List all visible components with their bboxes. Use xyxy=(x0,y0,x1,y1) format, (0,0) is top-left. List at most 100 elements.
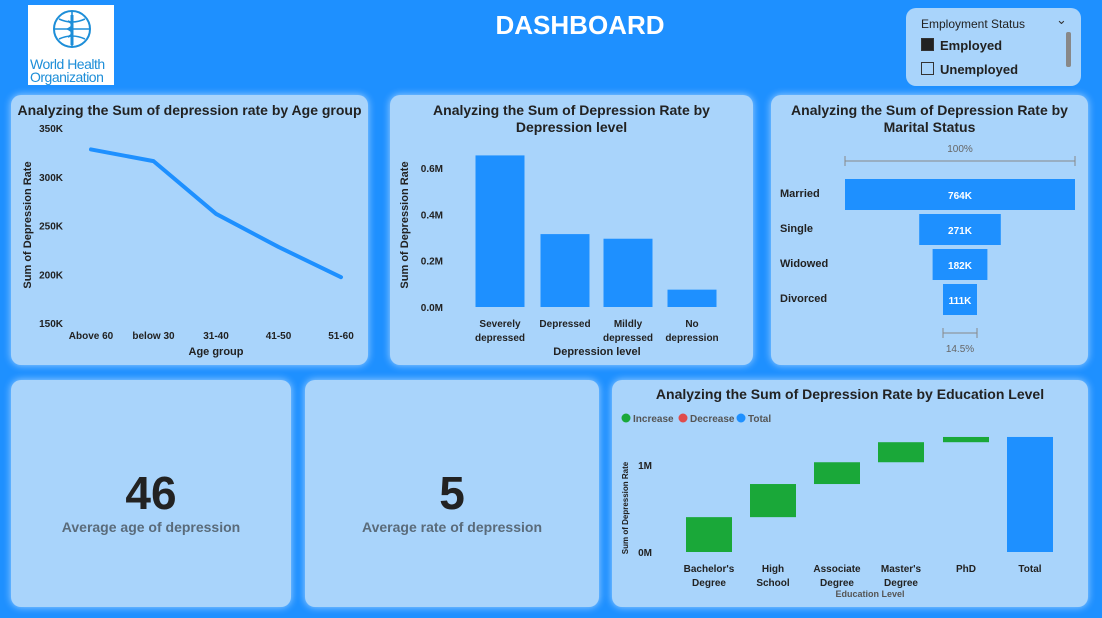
legend-marker xyxy=(678,413,688,423)
x-tick-label: Associate xyxy=(813,564,861,575)
data-label: 271K xyxy=(948,226,973,237)
data-point xyxy=(152,159,155,163)
x-tick-label: 51-60 xyxy=(328,331,354,342)
depression-level-bar-chart: 0.0M 0.2M 0.4M 0.6M Severely depressed Depress… xyxy=(399,155,719,358)
header-bar xyxy=(255,2,905,58)
age-group-line-card: Analyzing the Sum of depression rate by … xyxy=(11,95,368,365)
legend-label: Decrease xyxy=(690,414,735,425)
marital-status-funnel-card: Analyzing the Sum of Depression Rate by … xyxy=(771,95,1088,365)
waterfall-bar xyxy=(814,462,860,485)
x-tick-label: Degree xyxy=(692,578,726,589)
x-tick-label: Degree xyxy=(820,578,854,589)
bar xyxy=(603,238,653,307)
funnel-bar xyxy=(943,284,977,315)
chart-title: Analyzing the Sum of Depression Rate by … xyxy=(655,386,1045,402)
data-point xyxy=(89,147,93,151)
marital-status-funnel-chart: 100% 764K Married 271K Single 182K Widowed 111K… xyxy=(780,144,1076,355)
chart-title: Analyzing the Sum of Depression Rate by … xyxy=(433,102,710,135)
kpi-value: 5 xyxy=(439,467,465,519)
y-tick-label: 0.6M xyxy=(421,164,443,175)
x-axis-label: Depression level xyxy=(553,346,640,358)
category-label: Divorced xyxy=(780,293,827,305)
bar xyxy=(540,234,590,307)
slicer-option-label: Employed xyxy=(940,38,1003,53)
waterfall-bar xyxy=(750,484,796,518)
x-axis-label: Education Level xyxy=(835,589,904,599)
legend-label: Total xyxy=(748,414,771,425)
waterfall-bar xyxy=(878,442,924,463)
who-logo: World Health Organization xyxy=(28,5,114,85)
funnel-bar xyxy=(845,179,1075,210)
slicer-option-unemployed[interactable]: Unemployed xyxy=(921,62,1018,77)
bottom-percent-label: 14.5% xyxy=(946,344,974,355)
kpi-value: 46 xyxy=(125,467,177,519)
x-tick-label: Above 60 xyxy=(69,331,114,342)
kpi-card-average-rate: 5 Average rate of depression xyxy=(305,380,599,607)
x-tick-label: Master's xyxy=(881,564,922,575)
waterfall-bar xyxy=(1007,436,1053,552)
logo-text-line1: World Health xyxy=(30,56,105,72)
x-tick-label: Degree xyxy=(884,578,918,589)
depression-level-bar-card: Analyzing the Sum of Depression Rate by … xyxy=(390,95,753,365)
x-tick-label: depressed xyxy=(603,333,653,344)
slicer-title: Employment Status xyxy=(921,17,1026,31)
y-tick-label: 0.4M xyxy=(421,210,443,221)
education-waterfall-chart: Increase Decrease Total 0M 1M Bachelor's Degre… xyxy=(621,413,1053,599)
y-tick-label: 0.0M xyxy=(421,303,443,314)
category-label: Widowed xyxy=(780,258,828,270)
x-tick-label: 31-40 xyxy=(203,331,229,342)
data-point xyxy=(339,275,343,279)
data-label: 182K xyxy=(948,261,973,272)
x-tick-label: depression xyxy=(665,333,718,344)
x-tick-label: below 30 xyxy=(132,331,175,342)
x-tick-label: No xyxy=(685,319,698,330)
y-tick-label: 150K xyxy=(39,319,64,330)
logo-text-line2: Organization xyxy=(30,69,104,85)
x-tick-label: Depressed xyxy=(539,319,590,330)
page-title: DASHBOARD xyxy=(495,10,665,40)
x-tick-label: Bachelor's xyxy=(684,564,735,575)
x-tick-label: depressed xyxy=(475,333,525,344)
bar xyxy=(667,289,717,307)
x-tick-label: PhD xyxy=(956,564,976,575)
age-group-line-chart: 150K 200K 250K 300K 350K Above 60 below 30 31-4… xyxy=(22,124,354,358)
legend-label: Increase xyxy=(633,414,674,425)
top-percent-label: 100% xyxy=(947,144,973,155)
chart-title: Analyzing the Sum of depression rate by … xyxy=(17,102,362,118)
x-tick-label: High xyxy=(762,564,784,575)
x-tick-label: Severely xyxy=(479,319,521,330)
who-emblem-icon xyxy=(53,10,91,48)
bar xyxy=(475,155,525,307)
funnel-bar xyxy=(919,214,1001,245)
employment-status-slicer[interactable]: Employment Status ⌄ Employed Unemployed xyxy=(906,8,1081,86)
chevron-down-icon[interactable]: ⌄ xyxy=(1056,12,1067,27)
waterfall-bar xyxy=(686,517,732,552)
y-tick-label: 0.2M xyxy=(421,257,443,268)
checkbox-checked-icon[interactable] xyxy=(921,38,934,51)
y-tick-label: 250K xyxy=(39,222,64,233)
slicer-scrollbar[interactable] xyxy=(1066,32,1071,67)
x-tick-label: 41-50 xyxy=(266,331,292,342)
y-axis-label: Sum of Depression Rate xyxy=(22,161,34,288)
education-waterfall-card: Analyzing the Sum of Depression Rate by … xyxy=(612,380,1088,607)
y-tick-label: 350K xyxy=(39,124,64,135)
data-label: 111K xyxy=(949,296,973,307)
checkbox-unchecked-icon[interactable] xyxy=(921,62,934,75)
funnel-bar xyxy=(932,249,988,280)
legend-marker xyxy=(621,413,631,423)
y-tick-label: 300K xyxy=(39,173,64,184)
chart-title: Analyzing the Sum of Depression Rate by … xyxy=(791,102,1068,135)
y-tick-label: 200K xyxy=(39,270,64,281)
category-label: Married xyxy=(780,188,820,200)
kpi-label: Average age of depression xyxy=(61,519,241,535)
kpi-card-average-age: 46 Average age of depression xyxy=(11,380,291,607)
category-label: Single xyxy=(780,223,813,235)
x-tick-label: School xyxy=(756,578,790,589)
legend-marker xyxy=(736,413,746,423)
y-axis-label: Sum of Depression Rate xyxy=(621,461,630,554)
slicer-option-employed[interactable]: Employed xyxy=(921,38,1002,53)
y-tick-label: 1M xyxy=(638,461,652,472)
data-label: 764K xyxy=(948,191,973,202)
x-tick-label: Mildly xyxy=(614,319,643,330)
y-axis-label: Sum of Depression Rate xyxy=(399,161,411,288)
